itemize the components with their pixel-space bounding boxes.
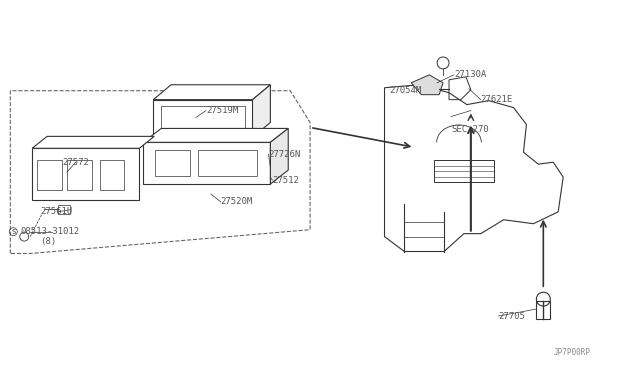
Text: 27130A: 27130A: [454, 70, 486, 79]
Text: (8): (8): [40, 237, 56, 246]
Bar: [32, 148, 140, 200]
Bar: [156, 150, 190, 176]
Text: 27726N: 27726N: [268, 150, 301, 159]
Text: 27705: 27705: [499, 311, 525, 321]
Bar: [58, 205, 70, 214]
Text: JP7P00RP: JP7P00RP: [553, 348, 590, 357]
Text: 27561U: 27561U: [40, 207, 72, 216]
Bar: [143, 142, 270, 184]
Text: 27520M: 27520M: [221, 198, 253, 206]
Polygon shape: [253, 85, 270, 137]
Polygon shape: [270, 128, 288, 184]
Bar: [37, 160, 62, 190]
Polygon shape: [32, 137, 154, 148]
Text: 08513-31012: 08513-31012: [20, 227, 79, 236]
Bar: [536, 301, 550, 319]
Polygon shape: [153, 85, 270, 100]
Text: 27512: 27512: [273, 176, 300, 185]
Bar: [161, 106, 244, 131]
Text: 27572: 27572: [62, 158, 89, 167]
Bar: [100, 160, 124, 190]
Bar: [67, 160, 92, 190]
Polygon shape: [143, 128, 288, 142]
Text: 27621E: 27621E: [481, 95, 513, 104]
Text: 27519M: 27519M: [206, 106, 238, 115]
Text: SEC.270: SEC.270: [451, 125, 488, 134]
Text: 27054M: 27054M: [390, 86, 422, 95]
Bar: [198, 150, 257, 176]
Polygon shape: [412, 75, 443, 95]
Bar: [153, 100, 253, 137]
Text: S: S: [11, 229, 15, 235]
Bar: [434, 160, 493, 182]
